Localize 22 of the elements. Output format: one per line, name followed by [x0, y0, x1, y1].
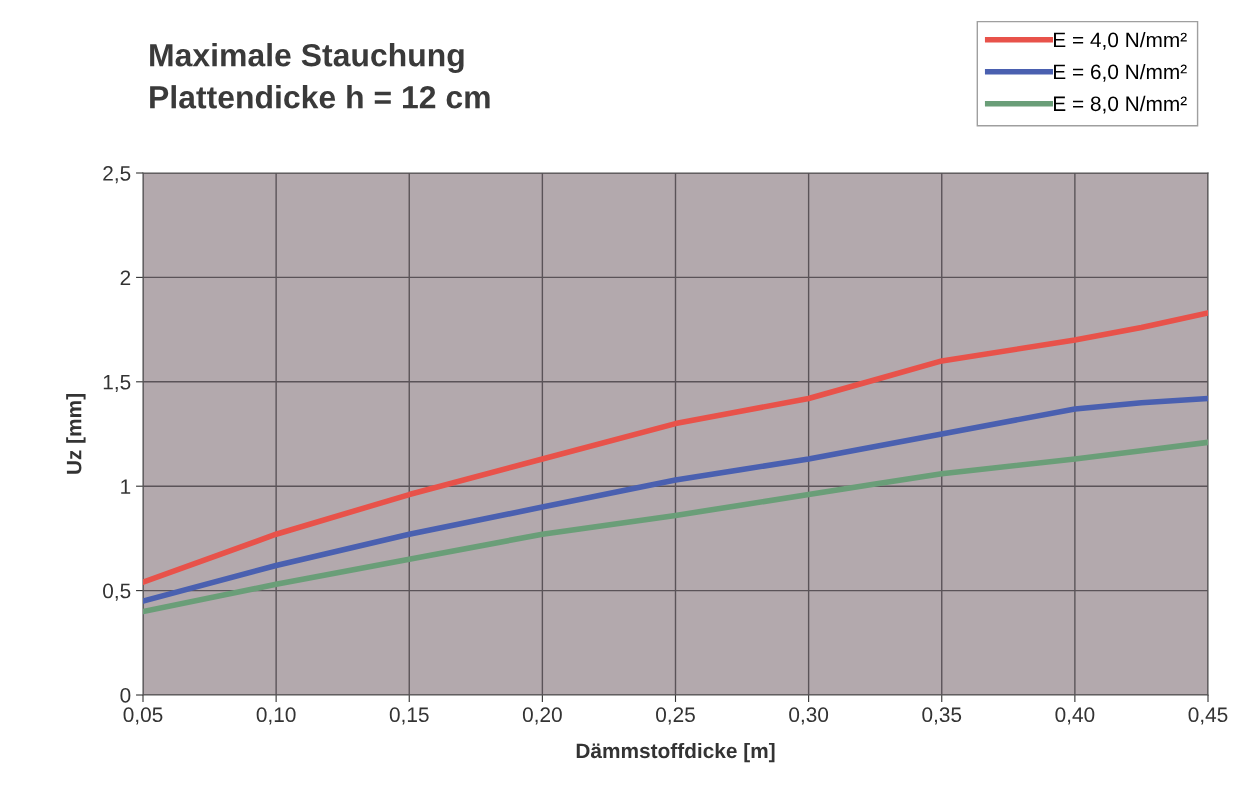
- legend-label: E = 6,0 N/mm²: [1054, 63, 1187, 82]
- legend-label: E = 8,0 N/mm²: [1054, 95, 1187, 114]
- y-axis-title: Uz [mm]: [66, 394, 86, 474]
- y-tick-label: 1: [121, 479, 131, 494]
- chart-subtitle: Plattendicke h = 12 cm: [150, 85, 490, 109]
- y-tick-label: 0,5: [103, 583, 131, 601]
- x-tick-label: 0,30: [789, 707, 829, 725]
- x-tick-label: 0,05: [123, 707, 163, 725]
- y-tick-label: 2: [120, 270, 131, 285]
- y-tick-label: 2,5: [103, 166, 131, 184]
- x-tick-label: 0,35: [922, 707, 962, 725]
- y-tick-label: 0: [120, 688, 131, 703]
- chart-title: Maximale Stauchung: [150, 43, 464, 73]
- x-tick-label: 0,40: [1055, 707, 1095, 725]
- x-tick-label: 0,10: [256, 707, 296, 725]
- x-tick-label: 0,15: [389, 707, 429, 725]
- x-tick-label: 0,20: [522, 707, 562, 725]
- x-axis-title: Dämmstoffdicke [m]: [576, 742, 775, 763]
- legend-label: E = 4,0 N/mm²: [1054, 32, 1187, 50]
- x-tick-label: 0,45: [1188, 707, 1228, 725]
- x-tick-label: 0,25: [656, 707, 695, 725]
- y-tick-label: 1,5: [103, 375, 131, 393]
